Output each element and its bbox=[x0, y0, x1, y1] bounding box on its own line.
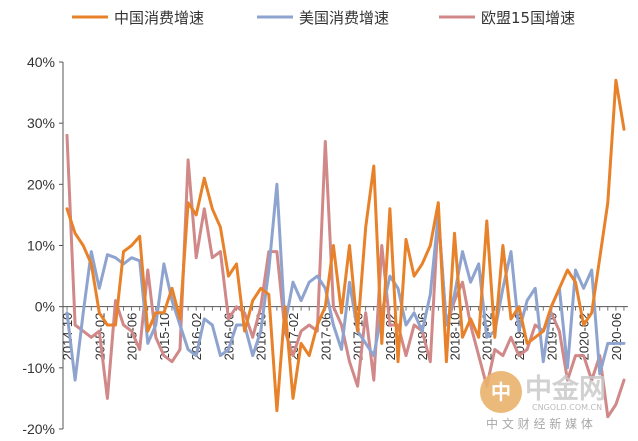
y-axis: 40% 30% 20% 10% 0% -10% -20% bbox=[22, 54, 64, 437]
x-tick-label: 2016-06 bbox=[221, 313, 236, 361]
y-tick-label: 0% bbox=[35, 299, 55, 315]
watermark-logo-char: 中 bbox=[491, 380, 511, 404]
x-tick-label: 2020-02 bbox=[577, 313, 592, 361]
y-tick-label: 30% bbox=[27, 115, 55, 131]
x-tick-label: 2018-10 bbox=[447, 313, 462, 361]
legend-label: 欧盟15国增速 bbox=[481, 9, 575, 27]
y-tick-label: 20% bbox=[27, 176, 55, 192]
watermark-brand: 中金网 bbox=[525, 373, 606, 405]
x-tick-label: 2020-06 bbox=[609, 313, 624, 361]
plot-area bbox=[65, 78, 626, 419]
y-tick-label: 10% bbox=[27, 238, 55, 254]
watermark-url: CNGOLD.COM.CN bbox=[532, 403, 602, 412]
legend-label: 美国消费增速 bbox=[299, 9, 389, 27]
watermark: 中 中金网 CNGOLD.COM.CN 中 文 财 经 新 媒 体 bbox=[480, 371, 606, 431]
x-tick-label: 2015-06 bbox=[125, 313, 140, 361]
series-line bbox=[65, 133, 626, 419]
watermark-logo-icon bbox=[480, 371, 522, 413]
y-tick-label: -10% bbox=[22, 360, 55, 376]
legend-label: 中国消费增速 bbox=[114, 9, 204, 27]
y-tick-label: 40% bbox=[27, 54, 55, 70]
y-tick-label: -20% bbox=[22, 421, 55, 437]
x-tick-label: 2017-06 bbox=[318, 313, 333, 361]
legend: 中国消费增速 美国消费增速 欧盟15国增速 bbox=[72, 9, 575, 27]
series-line bbox=[65, 78, 626, 413]
x-tick-label: 2016-02 bbox=[189, 313, 204, 361]
series-line bbox=[65, 182, 626, 382]
watermark-tagline: 中 文 财 经 新 媒 体 bbox=[486, 416, 593, 431]
